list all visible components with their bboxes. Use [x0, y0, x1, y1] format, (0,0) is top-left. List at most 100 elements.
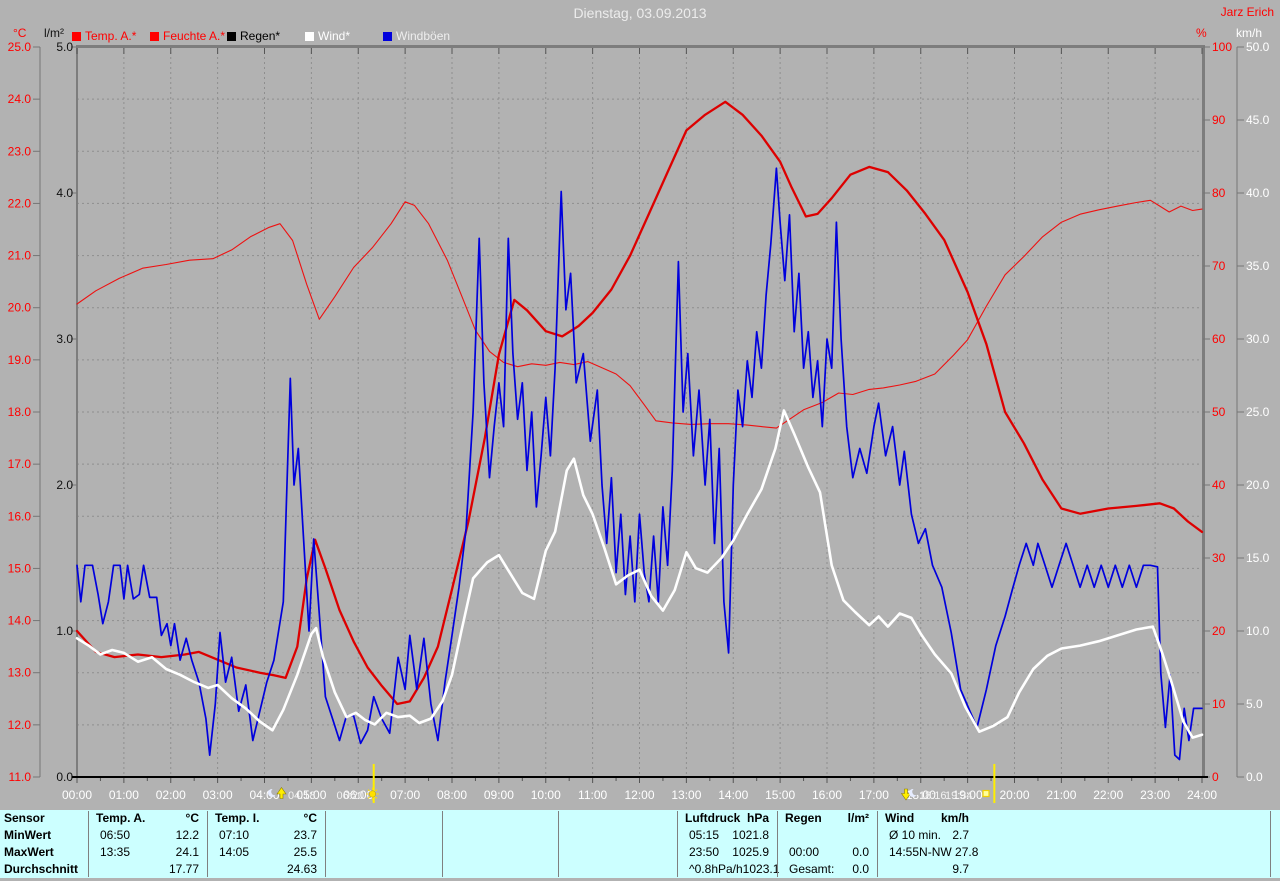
row-label: Sensor	[4, 811, 45, 825]
legend-swatch-rain	[227, 31, 236, 41]
svg-text:50.0: 50.0	[1246, 40, 1270, 54]
cell-time	[442, 844, 454, 861]
svg-text:19:00: 19:00	[953, 788, 983, 802]
svg-text:11:00: 11:00	[578, 788, 607, 802]
cell-value: 1025.9	[732, 845, 769, 859]
cell-value	[669, 844, 677, 861]
row-label: MaxWert	[4, 845, 54, 859]
svg-text:01:00: 01:00	[109, 788, 139, 802]
station-owner: Jarz Erich	[1220, 5, 1274, 19]
cell-value	[434, 861, 442, 878]
svg-text:5.0: 5.0	[1246, 697, 1263, 711]
legend-swatch-humidity	[150, 31, 159, 41]
moonset-icon	[909, 788, 919, 797]
svg-text:10: 10	[1212, 697, 1226, 711]
table-column-empty-3	[442, 810, 558, 878]
series-windb-en	[76, 167, 1203, 761]
moonset-time: 18:16	[919, 790, 947, 802]
cell-time: Gesamt:	[789, 862, 835, 876]
cell-value	[669, 861, 677, 878]
svg-text:100: 100	[1212, 40, 1232, 54]
cell-time	[777, 827, 789, 844]
svg-text:07:00: 07:00	[390, 788, 420, 802]
cell-time: 14:05	[219, 845, 250, 859]
legend-label-wind: Wind*	[318, 29, 351, 43]
legend-swatch-gusts	[383, 31, 392, 41]
svg-text:24:00: 24:00	[1187, 788, 1217, 802]
cell-time	[325, 827, 337, 844]
row-label: Durchschnitt	[4, 862, 79, 876]
cell-value: 9.7	[952, 862, 969, 876]
svg-text:35.0: 35.0	[1246, 259, 1270, 273]
svg-text:30: 30	[1212, 551, 1226, 565]
sunset-icon	[982, 789, 990, 798]
page-title: Dienstag, 03.09.2013	[573, 5, 707, 21]
cell-value	[550, 827, 558, 844]
sunrise-icon	[366, 787, 379, 801]
cell-time	[558, 861, 570, 878]
series-wind	[75, 409, 1204, 739]
svg-text:70: 70	[1212, 259, 1226, 273]
svg-text:0.0: 0.0	[1246, 770, 1263, 784]
table-column-wind: Wind km/h Ø 10 min. 2.7 14:55 N-NW 27.8 9.7	[877, 810, 978, 878]
svg-text:09:00: 09:00	[484, 788, 514, 802]
svg-text:0: 0	[1212, 770, 1219, 784]
svg-text:13:00: 13:00	[671, 788, 701, 802]
column-unit	[669, 810, 677, 827]
svg-text:40: 40	[1212, 478, 1226, 492]
table-column-empty-2	[325, 810, 442, 878]
svg-text:14:00: 14:00	[718, 788, 748, 802]
cell-value: 1021.8	[732, 828, 769, 842]
series-feuchte-a-	[76, 199, 1203, 429]
table-column-regen: Regen l/m² 00:00 0.0 Gesamt: 0.0	[777, 810, 877, 878]
column-unit: km/h	[940, 811, 969, 825]
legend-label-gusts: Windböen	[396, 29, 451, 43]
svg-text:03:00: 03:00	[203, 788, 233, 802]
table-row-labels: Sensor MinWert MaxWert Durchschnitt	[0, 810, 88, 878]
column-name	[558, 810, 566, 827]
svg-text:17.0: 17.0	[8, 457, 32, 471]
cell-value	[550, 861, 558, 878]
column-name: Wind	[885, 811, 915, 825]
svg-text:25.0: 25.0	[8, 40, 32, 54]
series-temp-a-	[75, 100, 1204, 706]
svg-text:20.0: 20.0	[1246, 478, 1270, 492]
table-column-empty-4	[558, 810, 677, 878]
column-unit	[550, 810, 558, 827]
cell-value: 23.7	[293, 828, 317, 842]
cell-time: 05:15	[689, 828, 720, 842]
column-unit	[434, 810, 442, 827]
cell-value: 0.0	[852, 862, 869, 876]
svg-text:23:00: 23:00	[1140, 788, 1170, 802]
svg-text:21.0: 21.0	[8, 249, 32, 263]
svg-text:10.0: 10.0	[1246, 624, 1270, 638]
column-name: Temp. A.	[96, 811, 146, 825]
cell-time: 06:50	[100, 828, 131, 842]
column-name	[325, 810, 333, 827]
svg-text:4.0: 4.0	[56, 186, 73, 200]
table-divider	[877, 811, 878, 877]
column-name: Regen	[785, 811, 822, 825]
svg-text:06:00: 06:00	[343, 788, 373, 802]
svg-text:60: 60	[1212, 332, 1226, 346]
svg-text:90: 90	[1212, 113, 1226, 127]
row-label: MinWert	[4, 828, 52, 842]
legend-swatch-temp	[72, 31, 81, 41]
table-divider	[777, 811, 778, 877]
stats-table: Sensor MinWert MaxWert Durchschnitt Temp. A.…	[0, 810, 1280, 878]
svg-text:40.0: 40.0	[1246, 186, 1270, 200]
svg-text:25.0: 25.0	[1246, 405, 1270, 419]
cell-value: N-NW 27.8	[919, 845, 979, 859]
cell-time: Ø 10 min.	[889, 828, 942, 842]
humidity-axis-unit: %	[1196, 26, 1207, 40]
svg-text:20.0: 20.0	[8, 301, 32, 315]
wind-axis-unit: km/h	[1236, 26, 1263, 40]
chart-plot: 25.0 24.0 23.0 22.0 21.0 20.0 19.0 18.0 17.0 16.0…	[8, 40, 1270, 803]
column-unit: °C	[303, 811, 317, 825]
rain-axis-unit: l/m²	[44, 26, 64, 40]
table-divider	[207, 811, 208, 877]
sunrise-time: 06:20	[336, 790, 364, 802]
cell-time: 00:00	[789, 845, 820, 859]
cell-value: 12.2	[175, 828, 199, 842]
